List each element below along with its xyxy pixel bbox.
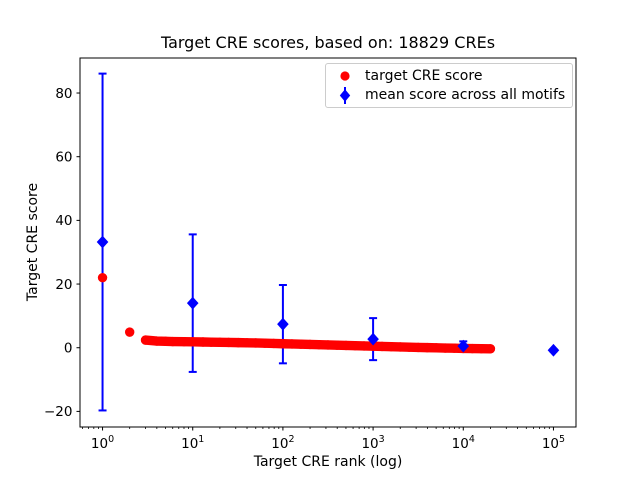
target-score-dot [413, 342, 423, 353]
target-score-dot [305, 339, 315, 350]
target-score-dot [476, 343, 487, 354]
target-score-dot [198, 337, 208, 347]
x-tick-label: 105 [542, 434, 565, 452]
target-score-dot [140, 335, 151, 345]
target-score-dot [179, 336, 189, 347]
mean-score-diamond [277, 317, 289, 331]
target-score-dot [260, 338, 270, 348]
target-score-dot [233, 337, 243, 348]
x-tick-label: 103 [361, 434, 384, 452]
y-tick-label: 40 [55, 213, 72, 229]
target-score-dot [160, 336, 171, 347]
y-axis-label: Target CRE score [25, 182, 41, 302]
target-score-dot [386, 342, 396, 352]
target-score-dot [251, 338, 261, 348]
x-tick-label: 102 [271, 434, 294, 452]
blue-diamond-errorbar-icon [336, 86, 353, 105]
target-score-dot [188, 337, 198, 347]
legend-label-mean: mean score across all motifs [365, 87, 566, 104]
red-circle-icon [336, 70, 353, 82]
legend-item-mean: mean score across all motifs [326, 86, 572, 106]
y-tick-label: 0 [64, 341, 73, 357]
target-score-dot [449, 343, 459, 353]
legend-label-target: target CRE score [365, 67, 483, 84]
mean-score-diamond [96, 235, 109, 249]
target-score-dot [268, 338, 279, 349]
mean-score-diamond [457, 339, 470, 353]
chart-title: Target CRE scores, based on: 18829 CREs [160, 33, 496, 52]
target-score-dot [215, 337, 225, 348]
target-score-dot [152, 336, 162, 346]
target-score-dot [206, 337, 216, 347]
legend: target CRE score mean score across all m… [325, 63, 573, 108]
target-score-dot [323, 340, 333, 350]
target-score-dot [314, 339, 324, 350]
x-tick-label: 100 [91, 434, 114, 452]
mean-score-diamond [547, 343, 560, 357]
mean-score-diamond [186, 296, 199, 310]
target-score-dot [242, 338, 252, 348]
target-score-dot [287, 339, 297, 349]
x-tick-label: 101 [181, 434, 204, 452]
y-tick-label: 80 [55, 86, 72, 102]
target-score-dot [431, 343, 441, 353]
target-score-dot [359, 341, 369, 351]
target-score-dot [485, 344, 496, 354]
target-score-dot [223, 337, 234, 348]
x-axis-label: Target CRE rank (log) [253, 454, 403, 470]
target-score-dot [341, 340, 351, 351]
legend-item-target: target CRE score [326, 66, 572, 86]
target-score-dot [168, 336, 178, 347]
target-score-dot [467, 343, 477, 354]
target-score-dot [395, 342, 405, 352]
target-score-dot [404, 342, 414, 352]
target-score-dot [332, 340, 342, 350]
mean-score-diamond [367, 332, 379, 346]
target-score-dot [440, 343, 450, 353]
plot-border [79, 57, 577, 428]
x-tick-label: 104 [452, 434, 475, 452]
target-score-dot [278, 339, 288, 349]
target-score-dot [377, 341, 387, 352]
target-score-dot [350, 340, 360, 351]
target-score-dot [124, 327, 135, 337]
y-tick-label: 20 [55, 277, 72, 293]
y-tick-label: 60 [55, 149, 72, 165]
target-score-dot [368, 341, 378, 351]
target-score-dot [97, 272, 108, 283]
y-tick-label: −20 [44, 404, 73, 420]
target-score-dot [296, 339, 306, 349]
target-score-dot [422, 342, 432, 353]
